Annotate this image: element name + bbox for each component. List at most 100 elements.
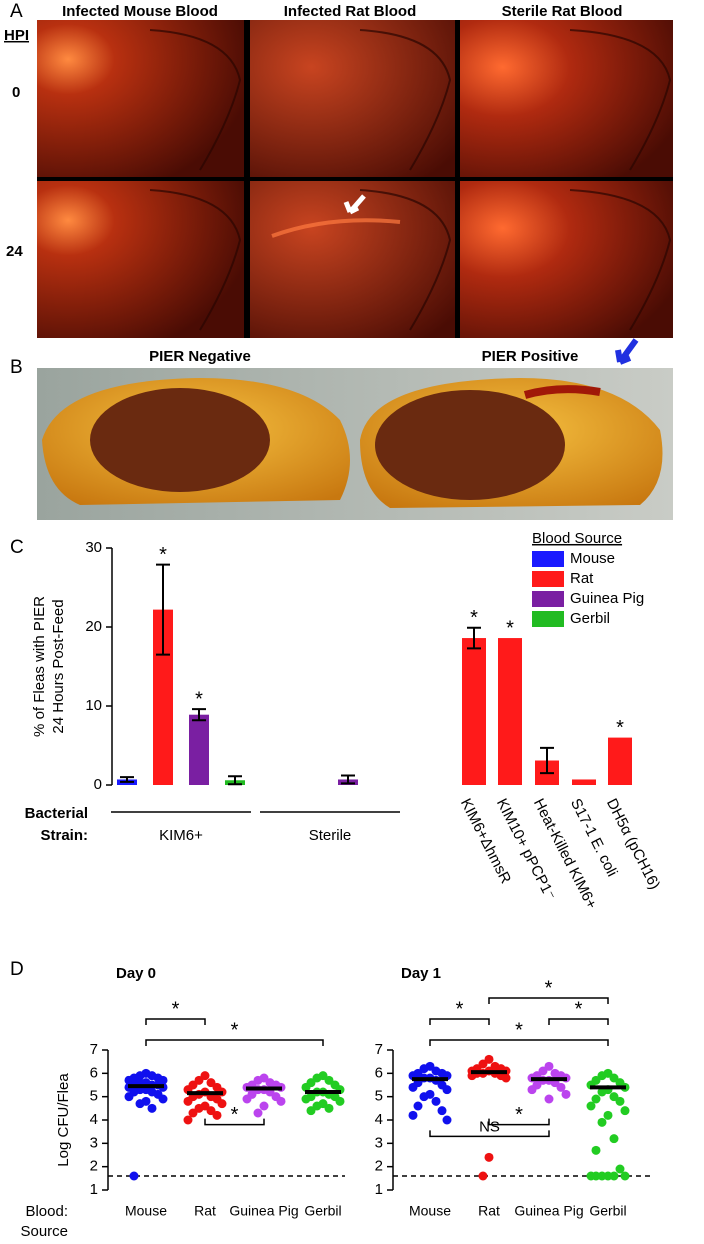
- comparison-bracket: [145, 1039, 324, 1046]
- micrograph: [460, 181, 673, 338]
- comparison-bracket: [429, 1039, 609, 1046]
- data-point: [419, 1092, 429, 1102]
- data-point: [556, 1082, 566, 1092]
- x-tick-label: Mouse: [409, 1203, 451, 1219]
- x-tick-label: Gerbil: [304, 1203, 341, 1219]
- row-label: 24: [6, 243, 23, 260]
- data-point: [501, 1073, 511, 1083]
- y-tick-label: 20: [85, 618, 102, 635]
- error-bar: [120, 776, 134, 783]
- micrograph: [37, 20, 244, 177]
- x-tick-label: Guinea Pig: [514, 1203, 583, 1219]
- comparison-bracket: [429, 1130, 550, 1138]
- micrograph: [460, 20, 673, 177]
- legend-title: Blood Source: [532, 530, 622, 547]
- comparison-bracket: [488, 1118, 550, 1126]
- y-tick-label: 3: [375, 1134, 383, 1151]
- data-point: [437, 1106, 447, 1116]
- comparison-label: *: [545, 977, 553, 999]
- bar: [462, 638, 486, 785]
- comparison-bracket: [488, 997, 609, 1004]
- y-tick-label: 7: [90, 1041, 98, 1058]
- significance-label: *: [195, 688, 203, 710]
- error-bar: [467, 626, 481, 650]
- data-point: [129, 1171, 139, 1181]
- x-tick-label: Rat: [194, 1203, 216, 1219]
- data-point: [527, 1085, 537, 1095]
- x-tick-label: KIM6+: [159, 827, 203, 844]
- arrow: [343, 194, 366, 215]
- data-point: [609, 1134, 619, 1144]
- data-point: [603, 1110, 613, 1120]
- data-point: [591, 1094, 601, 1104]
- data-point: [301, 1082, 311, 1092]
- data-point: [484, 1152, 494, 1162]
- chart-title: Day 0: [116, 965, 156, 982]
- bar: [153, 609, 173, 785]
- data-point: [408, 1082, 418, 1092]
- comparison-label: *: [231, 1019, 239, 1041]
- data-point: [597, 1117, 607, 1127]
- error-bar: [228, 775, 242, 786]
- bar: [189, 714, 209, 785]
- data-point: [615, 1164, 625, 1174]
- data-point: [217, 1099, 227, 1109]
- data-point: [442, 1115, 452, 1125]
- micrograph-grid: [37, 20, 673, 338]
- data-point: [253, 1108, 263, 1118]
- data-point: [413, 1101, 423, 1111]
- significance-label: *: [616, 717, 624, 739]
- micrograph: [250, 181, 455, 338]
- panel-label: B: [10, 357, 23, 378]
- data-point: [591, 1171, 601, 1181]
- comparison-label: *: [575, 998, 583, 1020]
- y-tick-label: 3: [90, 1134, 98, 1151]
- data-point: [544, 1094, 554, 1104]
- comparison-label: *: [456, 998, 464, 1020]
- error-bar: [192, 708, 206, 722]
- data-point: [431, 1096, 441, 1106]
- data-point: [276, 1096, 286, 1106]
- error-bar: [540, 746, 554, 775]
- comparison-bracket: [429, 1018, 490, 1025]
- data-point: [158, 1094, 168, 1104]
- x-axis-label: Blood:: [25, 1203, 68, 1220]
- x-axis-label: Bacterial: [25, 805, 88, 822]
- data-point: [124, 1092, 134, 1102]
- comparison-bracket: [204, 1118, 265, 1126]
- data-point: [620, 1171, 630, 1181]
- x-tick-label: Sterile: [309, 827, 352, 844]
- y-tick-label: 10: [85, 697, 102, 714]
- data-point: [561, 1089, 571, 1099]
- y-tick-label: 6: [375, 1064, 383, 1081]
- y-tick-label: 1: [375, 1181, 383, 1198]
- micrograph: [250, 20, 455, 177]
- x-tick-label: Mouse: [125, 1203, 167, 1219]
- bar: [498, 638, 522, 785]
- x-axis-label: Strain:: [40, 827, 88, 844]
- legend-label: Mouse: [570, 550, 615, 567]
- comparison-label: *: [515, 1104, 523, 1126]
- comparison-label: *: [231, 1104, 239, 1126]
- legend-swatch: [532, 551, 564, 567]
- error-bar: [156, 563, 170, 656]
- data-point: [306, 1106, 316, 1116]
- data-point: [188, 1108, 198, 1118]
- data-point: [242, 1094, 252, 1104]
- significance-label: *: [159, 544, 167, 566]
- y-tick-label: 4: [90, 1111, 98, 1128]
- image-title: PIER Negative: [149, 348, 251, 365]
- legend-swatch: [532, 591, 564, 607]
- arrow: [615, 338, 639, 365]
- data-point: [135, 1099, 145, 1109]
- data-point: [301, 1094, 311, 1104]
- y-axis-label: 24 Hours Post-Feed: [50, 599, 67, 733]
- data-point: [591, 1145, 601, 1155]
- legend-label: Guinea Pig: [570, 590, 644, 607]
- data-point: [620, 1106, 630, 1116]
- x-tick-label: DH5α (pCH16): [603, 796, 663, 892]
- bar: [608, 737, 632, 785]
- y-tick-label: 2: [90, 1158, 98, 1175]
